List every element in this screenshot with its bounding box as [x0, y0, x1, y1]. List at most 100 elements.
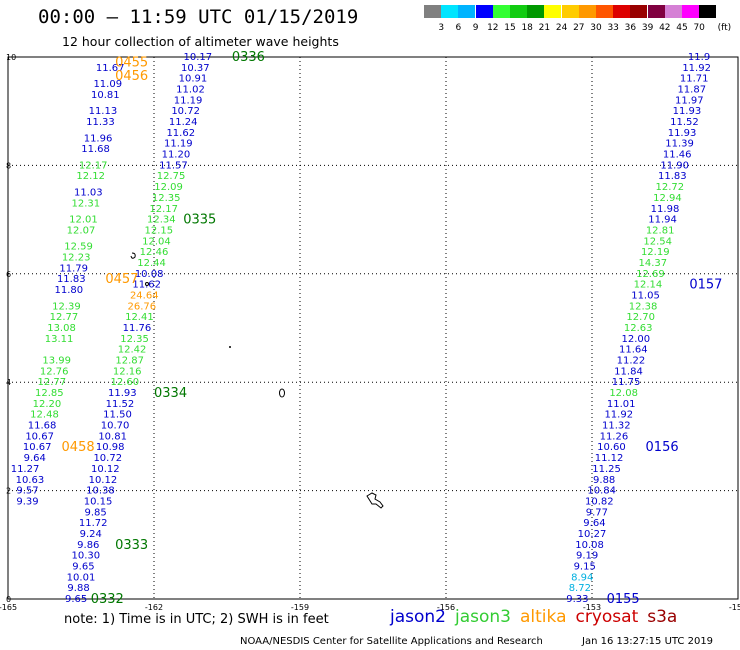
colorbar-swatch	[578, 5, 596, 18]
colorbar-level-label: 12	[487, 23, 499, 33]
wave-height-value: 11.24	[169, 117, 198, 128]
wave-height-value: 9.33	[566, 594, 588, 605]
wave-height-value: 11.97	[675, 95, 704, 106]
wave-height-value: 12.17	[79, 160, 108, 171]
wave-height-value: 11.52	[670, 117, 699, 128]
wave-height-value: 11.72	[79, 518, 108, 529]
colorbar-level-label: 36	[624, 23, 637, 33]
wave-height-value: 12.48	[30, 410, 59, 421]
wave-height-value: 11.93	[673, 106, 702, 117]
colorbar-swatch	[424, 5, 441, 18]
wave-height-value: 12.60	[110, 377, 139, 388]
wave-height-value: 9.85	[84, 507, 106, 518]
pass-time-label: 0333	[115, 538, 148, 553]
y-tick-label: 0	[6, 595, 11, 604]
wave-height-value: 9.88	[67, 583, 89, 594]
wave-height-value: 11.92	[604, 410, 633, 421]
colorbar-swatch	[630, 5, 648, 18]
wave-height-value: 11.19	[174, 95, 203, 106]
wave-height-value: 12.76	[40, 366, 69, 377]
island-outline	[279, 388, 285, 398]
colorbar-level-label: 33	[607, 23, 619, 33]
wave-height-value: 11.25	[592, 464, 621, 475]
wave-height-value: 11.80	[55, 285, 84, 296]
wave-height-value: 10.01	[67, 572, 96, 583]
credit-line: NOAA/NESDIS Center for Satellite Applica…	[240, 636, 543, 647]
colorbar-swatch	[527, 5, 545, 18]
wave-height-value: 12.81	[646, 225, 675, 236]
wave-height-value: 12.87	[115, 356, 144, 367]
wave-height-value: 9.39	[16, 496, 38, 507]
colorbar-level-label: 42	[659, 23, 671, 33]
colorbar-swatch	[544, 5, 562, 18]
wave-height-value: 12.17	[149, 204, 178, 215]
map-frame	[7, 56, 739, 600]
wave-height-value: 11.12	[595, 453, 624, 464]
wave-height-value: 12.09	[154, 182, 183, 193]
wave-height-value: 9.19	[576, 551, 598, 562]
wave-height-value: 12.08	[609, 388, 638, 399]
wave-height-value: 12.14	[634, 280, 663, 291]
wave-height-value: 12.39	[52, 301, 81, 312]
wave-height-value: 10.08	[135, 269, 164, 280]
x-tick-label: -153	[583, 603, 601, 612]
footnote: note: 1) Time is in UTC; 2) SWH is in fe…	[64, 612, 329, 627]
x-tick-label: -156	[437, 603, 455, 612]
wave-height-value: 10.37	[181, 63, 210, 74]
wave-height-value: 10.81	[98, 431, 127, 442]
pass-time-label: 0456	[115, 69, 148, 84]
wave-height-value: 11.87	[677, 85, 706, 96]
colorbar-level-label: 6	[455, 23, 462, 33]
wave-height-value: 11.76	[123, 323, 152, 334]
wave-height-value: 12.19	[641, 247, 670, 258]
wave-height-value: 11.02	[176, 85, 205, 96]
pass-time-label: 0332	[91, 592, 124, 607]
wave-height-value: 24.64	[130, 290, 159, 301]
wave-height-value: 11.20	[162, 150, 191, 161]
wave-height-value: 12.46	[140, 247, 169, 258]
wave-height-value: 11.71	[680, 74, 709, 85]
colorbar-level-label: 45	[676, 23, 688, 33]
wave-height-value: 12.63	[624, 323, 653, 334]
wave-height-value: 11.32	[602, 421, 631, 432]
colorbar-swatch	[647, 5, 665, 18]
y-tick-label: 10	[6, 53, 16, 62]
colorbar-level-label: 70	[693, 23, 705, 33]
pass-time-label: 0458	[62, 440, 95, 455]
wave-height-value: 11.62	[166, 128, 195, 139]
pass-time-label: 0457	[105, 272, 138, 287]
wave-height-value: 12.44	[137, 258, 166, 269]
wave-height-value: 11.09	[93, 79, 122, 90]
wave-height-value: 11.96	[84, 133, 113, 144]
colorbar-level-label: 30	[590, 23, 602, 33]
wave-height-value: 11.90	[660, 160, 689, 171]
colorbar-swatch	[441, 5, 459, 18]
colorbar-swatch	[492, 5, 510, 18]
wave-height-value: 10.84	[587, 486, 616, 497]
wave-height-value: 11.26	[600, 431, 629, 442]
island-outline	[130, 252, 136, 259]
wave-height-value: 12.07	[67, 225, 96, 236]
colorbar-swatch	[699, 5, 717, 18]
wave-height-value: 9.77	[586, 507, 608, 518]
pass-time-label: 0334	[154, 386, 187, 401]
wave-height-value: 12.72	[656, 182, 685, 193]
page-subtitle: 12 hour collection of altimeter wave hei…	[62, 34, 339, 49]
wave-height-value: 12.01	[69, 215, 98, 226]
wave-height-value: 9.65	[72, 561, 94, 572]
page-title: 00:00 – 11:59 UTC 01/15/2019	[38, 6, 359, 28]
wave-height-value: 11.83	[57, 274, 86, 285]
wave-height-value: 13.08	[47, 323, 76, 334]
wave-height-value: 11.33	[86, 117, 115, 128]
legend-item-jason3: jason3	[455, 607, 511, 627]
pass-time-label: 0155	[607, 592, 640, 607]
wave-height-value: 10.12	[89, 475, 118, 486]
wave-height-value: 12.23	[62, 253, 91, 264]
colorbar-swatch	[561, 5, 579, 18]
wave-height-value: 10.12	[91, 464, 120, 475]
wave-height-value: 11.93	[668, 128, 697, 139]
wave-height-value: 12.35	[120, 334, 149, 345]
wave-height-value: 11.27	[11, 464, 40, 475]
wave-height-value: 12.16	[113, 366, 142, 377]
